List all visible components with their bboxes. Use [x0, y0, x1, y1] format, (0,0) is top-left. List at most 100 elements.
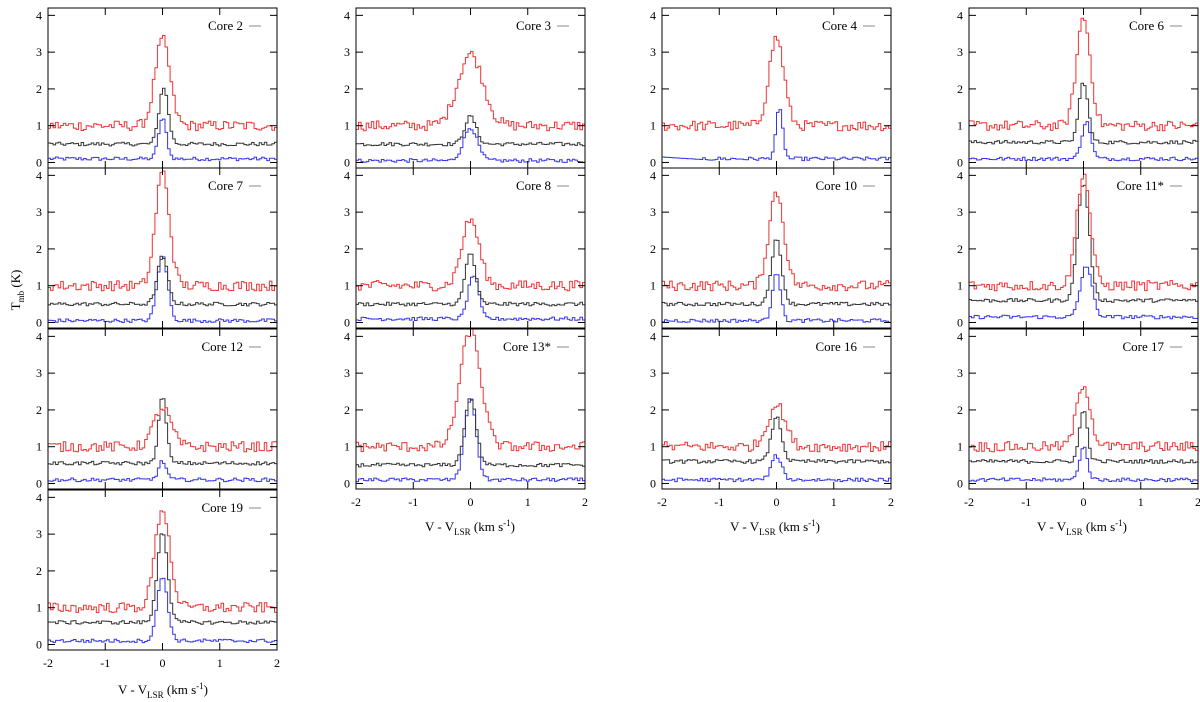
series-black-core-11 — [969, 184, 1198, 303]
y-tick-label: 2 — [650, 82, 656, 96]
x-axis-label-exp: -1 — [196, 681, 204, 691]
panel-core-10: 0 1 2 3 4 Core 10 — [650, 167, 892, 329]
x-axis-label-sub: LSR — [147, 690, 164, 700]
y-tick-label: 3 — [650, 366, 656, 380]
y-axis-label-main: T — [8, 302, 23, 310]
series-black-core-2 — [48, 87, 277, 147]
x-tick-label: 0 — [160, 656, 166, 670]
x-tick-label: 2 — [888, 495, 894, 509]
y-tick-label: 1 — [957, 440, 963, 454]
y-tick-label: 3 — [36, 527, 42, 541]
series-red-core-2 — [48, 35, 277, 132]
panel-core-4: 0 1 2 3 4 Core 4 — [650, 7, 892, 169]
x-axis-label-close: ) — [816, 519, 820, 534]
series-blue-core-4 — [662, 109, 891, 162]
y-tick-label: 2 — [650, 403, 656, 417]
svg-text:V - VLSR (km s-1): V - VLSR (km s-1) — [425, 518, 515, 537]
series-black-core-12 — [48, 398, 277, 466]
y-tick-label: 3 — [650, 45, 656, 59]
x-tick-label: -1 — [408, 495, 418, 509]
y-tick-label: 0 — [957, 155, 963, 169]
x-tick-label: -1 — [100, 656, 110, 670]
series-blue-core-8 — [356, 275, 585, 322]
y-tick-label: 0 — [344, 476, 350, 490]
series-blue-core-16 — [662, 454, 891, 483]
panel-core-16: 0 1 2 3 4 -2 -1 0 1 2 Core 16 — [650, 328, 894, 509]
y-tick-label: 2 — [36, 403, 42, 417]
y-tick-label: 1 — [36, 279, 42, 293]
panel-core-8: 0 1 2 3 4 Core 8 — [344, 167, 586, 329]
series-black-core-8 — [356, 253, 585, 307]
y-tick-label: 3 — [344, 45, 350, 59]
panel-title: Core 4 — [822, 18, 858, 33]
y-axis-label-unit: (K) — [8, 270, 23, 291]
x-tick-label: 0 — [1081, 495, 1087, 509]
series-blue-core-12 — [48, 460, 277, 483]
y-tick-label: 0 — [344, 315, 350, 329]
x-tick-label: 1 — [1138, 495, 1144, 509]
x-tick-label: -2 — [351, 495, 361, 509]
y-axis-label: Tmb (K) — [8, 270, 26, 311]
x-tick-label: 0 — [774, 495, 780, 509]
panel-core-12: 0 1 2 3 4 Core 12 — [36, 328, 278, 490]
series-red-core-19 — [48, 510, 277, 613]
panel-core-6: 0 1 2 3 4 Core 6 — [957, 7, 1199, 169]
series-red-core-6 — [969, 17, 1198, 132]
panel-title: Core 7 — [208, 178, 244, 193]
panel-title: Core 6 — [1129, 18, 1165, 33]
y-tick-label: 1 — [36, 440, 42, 454]
y-tick-label: 2 — [36, 82, 42, 96]
y-tick-label: 4 — [957, 8, 963, 22]
x-axis-label-col3: V - VLSR (km s-1) — [730, 518, 820, 537]
y-tick-label: 3 — [957, 205, 963, 219]
panel-title: Core 3 — [516, 18, 551, 33]
series-blue-core-11 — [969, 266, 1198, 320]
y-tick-label: 1 — [650, 279, 656, 293]
panel-title: Core 13* — [503, 339, 551, 354]
x-axis-label-exp: -1 — [503, 518, 511, 528]
y-tick-label: 2 — [957, 82, 963, 96]
series-red-core-11 — [969, 173, 1198, 292]
x-axis-label-unit: (km s — [164, 682, 197, 697]
panels-group: 0 1 2 3 4 Core 2 0 1 2 3 4 Core 3 0 1 2 3 4 Core 4 0 1 2 3 4 Co… — [36, 7, 1200, 670]
series-blue-core-2 — [48, 118, 277, 162]
x-axis-label-main: V - V — [730, 519, 760, 534]
series-blue-core-10 — [662, 274, 891, 323]
x-axis-label-sub: LSR — [759, 527, 776, 537]
series-red-core-4 — [662, 35, 891, 132]
panel-title: Core 12 — [201, 339, 243, 354]
panel-title: Core 10 — [815, 178, 857, 193]
svg-text:Tmb (K): Tmb (K) — [8, 270, 26, 311]
x-axis-label-unit: (km s — [1083, 519, 1116, 534]
y-tick-label: 1 — [36, 119, 42, 133]
y-axis-label-sub: mb — [16, 290, 26, 302]
y-tick-label: 1 — [344, 279, 350, 293]
y-tick-label: 4 — [36, 490, 42, 504]
y-tick-label: 4 — [650, 168, 656, 182]
y-tick-label: 4 — [344, 168, 350, 182]
series-red-core-16 — [662, 403, 891, 453]
series-black-core-16 — [662, 416, 891, 464]
y-tick-label: 2 — [36, 564, 42, 578]
x-tick-label: 2 — [582, 495, 588, 509]
series-black-core-6 — [969, 82, 1198, 145]
y-tick-label: 3 — [344, 205, 350, 219]
y-tick-label: 4 — [36, 329, 42, 343]
svg-text:V - VLSR (km s-1): V - VLSR (km s-1) — [730, 518, 820, 537]
panel-title: Core 2 — [208, 18, 243, 33]
y-tick-label: 3 — [344, 366, 350, 380]
panel-core-7: 0 1 2 3 4 Core 7 — [36, 167, 278, 329]
panel-core-13: 0 1 2 3 4 -2 -1 0 1 2 Core 13* — [344, 328, 588, 509]
y-tick-label: 3 — [650, 205, 656, 219]
x-axis-label-close: ) — [511, 519, 515, 534]
y-tick-label: 1 — [957, 119, 963, 133]
x-tick-label: 2 — [274, 656, 280, 670]
series-red-core-17 — [969, 386, 1198, 453]
y-tick-label: 4 — [344, 8, 350, 22]
x-axis-label-col4: V - VLSR (km s-1) — [1037, 518, 1127, 537]
series-blue-core-6 — [969, 121, 1198, 162]
panel-title: Core 8 — [516, 178, 551, 193]
y-tick-label: 4 — [650, 8, 656, 22]
svg-text:V - VLSR (km s-1): V - VLSR (km s-1) — [1037, 518, 1127, 537]
